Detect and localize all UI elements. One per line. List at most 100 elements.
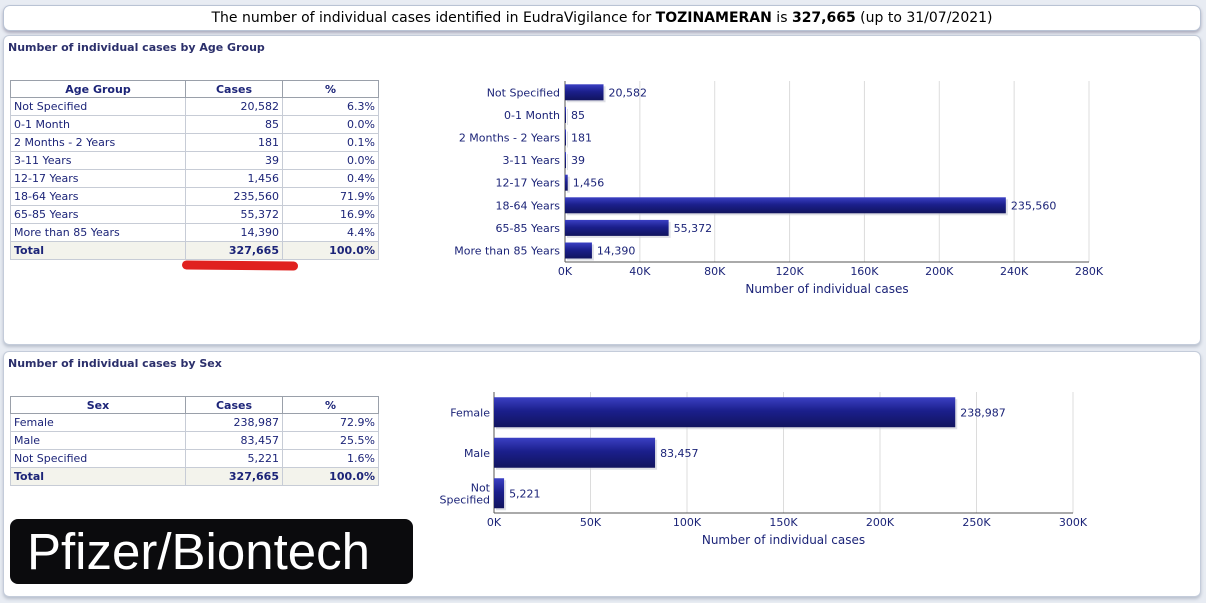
table-row: 2 Months - 2 Years 181 0.1%	[10, 133, 379, 152]
x-tick-label: 250K	[962, 516, 991, 529]
table-total-row: Total 327,665 100.0%	[10, 467, 379, 486]
col-header-percent: %	[282, 396, 379, 414]
x-tick-label: 200K	[866, 516, 895, 529]
bar	[565, 106, 566, 123]
bar-shadow	[567, 154, 568, 171]
bar	[565, 242, 592, 259]
table-header-row: Age Group Cases %	[10, 80, 379, 98]
cell-cases: 181	[185, 133, 283, 152]
bar-value-label: 55,372	[674, 222, 713, 235]
category-label: 3-11 Years	[503, 154, 561, 167]
col-header-age-group: Age Group	[10, 80, 186, 98]
x-axis-title: Number of individual cases	[702, 533, 865, 547]
age-table-body: Not Specified 20,582 6.3% 0-1 Month 85 0.0% 2 …	[10, 97, 379, 260]
table-row: Not Specified 20,582 6.3%	[10, 97, 379, 116]
col-header-percent: %	[282, 80, 379, 98]
cell-percent: 100.0%	[282, 241, 379, 260]
banner-mid: is	[771, 10, 792, 26]
table-row: Male 83,457 25.5%	[10, 431, 379, 450]
sex-table-body: Female 238,987 72.9% Male 83,457 25.5% Not Spe…	[10, 413, 379, 486]
bar-shadow	[567, 108, 568, 125]
cell-label: More than 85 Years	[10, 223, 186, 242]
brand-label: Pfizer/Biontech	[10, 519, 413, 584]
bar-shadow	[567, 176, 570, 193]
category-label: Male	[464, 447, 490, 460]
category-label: More than 85 Years	[454, 245, 560, 258]
bar-value-label: 20,582	[609, 86, 648, 99]
bar	[565, 174, 568, 191]
x-tick-label: 150K	[769, 516, 798, 529]
banner-product: TOZINAMERAN	[655, 10, 772, 26]
bar-value-label: 5,221	[509, 487, 541, 500]
bar	[565, 219, 669, 236]
bar-value-label: 238,987	[960, 406, 1006, 419]
sex-table: Sex Cases % Female 238,987 72.9% Male 83,457…	[10, 396, 379, 486]
cell-percent: 71.9%	[282, 187, 379, 206]
age-group-panel: Number of individual cases by Age Group …	[3, 35, 1201, 345]
x-tick-label: 80K	[704, 265, 726, 278]
category-label: 65-85 Years	[496, 222, 561, 235]
table-total-row: Total 327,665 100.0%	[10, 241, 379, 260]
bar-shadow	[567, 131, 568, 148]
bar-value-label: 181	[571, 132, 592, 145]
x-tick-label: 240K	[1000, 265, 1029, 278]
bar	[565, 129, 566, 146]
bar	[565, 197, 1006, 214]
col-header-sex: Sex	[10, 396, 186, 414]
cell-label: Total	[10, 241, 186, 260]
x-axis-title: Number of individual cases	[745, 282, 908, 296]
bar	[494, 437, 656, 468]
category-label: 0-1 Month	[504, 109, 560, 122]
bar-value-label: 83,457	[660, 447, 699, 460]
table-header-row: Sex Cases %	[10, 396, 379, 414]
x-tick-label: 120K	[775, 265, 804, 278]
category-label-line: Not	[471, 481, 491, 494]
bar-value-label: 235,560	[1011, 199, 1057, 212]
category-label: Not Specified	[487, 86, 560, 99]
category-label: 12-17 Years	[496, 177, 561, 190]
cell-percent: 100.0%	[282, 467, 379, 486]
category-label: 18-64 Years	[496, 199, 561, 212]
x-tick-label: 50K	[580, 516, 602, 529]
x-tick-label: 280K	[1075, 265, 1104, 278]
col-header-cases: Cases	[185, 80, 283, 98]
x-tick-label: 160K	[850, 265, 879, 278]
cell-percent: 0.4%	[282, 169, 379, 188]
cell-cases: 327,665	[185, 241, 283, 260]
category-label: Not Specified	[439, 481, 490, 506]
bar	[494, 478, 505, 509]
bar	[565, 152, 566, 169]
category-label: Female	[450, 406, 490, 419]
x-tick-label: 0K	[487, 516, 502, 529]
bar	[494, 397, 956, 428]
cell-cases: 1,456	[185, 169, 283, 188]
age-panel-title: Number of individual cases by Age Group	[8, 41, 265, 54]
cell-label: Female	[10, 413, 186, 432]
cell-cases: 327,665	[185, 467, 283, 486]
category-label-line: Specified	[439, 493, 490, 506]
table-row: More than 85 Years 14,390 4.4%	[10, 223, 379, 242]
x-tick-label: 200K	[925, 265, 954, 278]
table-row: Female 238,987 72.9%	[10, 413, 379, 432]
table-row: 3-11 Years 39 0.0%	[10, 151, 379, 170]
cell-cases: 83,457	[185, 431, 283, 450]
bar-value-label: 1,456	[573, 177, 605, 190]
banner-prefix: The number of individual cases identifie…	[211, 10, 656, 26]
bar	[565, 84, 604, 101]
sex-bar-chart: 0K 50K 100K 150K 200K 250K 300K Female 238,987 Ma…	[439, 392, 1088, 547]
red-underline-mark	[181, 260, 299, 271]
banner-total: 327,665	[791, 10, 856, 26]
bar-value-label: 14,390	[597, 245, 636, 258]
x-tick-label: 40K	[629, 265, 651, 278]
bar-value-label: 85	[571, 109, 585, 122]
page-banner: The number of individual cases identifie…	[3, 5, 1201, 31]
age-group-table: Age Group Cases % Not Specified 20,582 6.3…	[10, 80, 379, 260]
banner-suffix: (up to 31/07/2021)	[855, 10, 993, 26]
cell-label: Total	[10, 467, 186, 486]
x-tick-label: 100K	[673, 516, 702, 529]
x-tick-label: 0K	[558, 265, 573, 278]
age-group-bar-chart: 0K 40K 80K 120K 160K 200K 240K 280K Not Specifie…	[454, 81, 1104, 296]
cell-label: 3-11 Years	[10, 151, 186, 170]
category-label: 2 Months - 2 Years	[459, 132, 560, 145]
x-tick-label: 300K	[1059, 516, 1088, 529]
